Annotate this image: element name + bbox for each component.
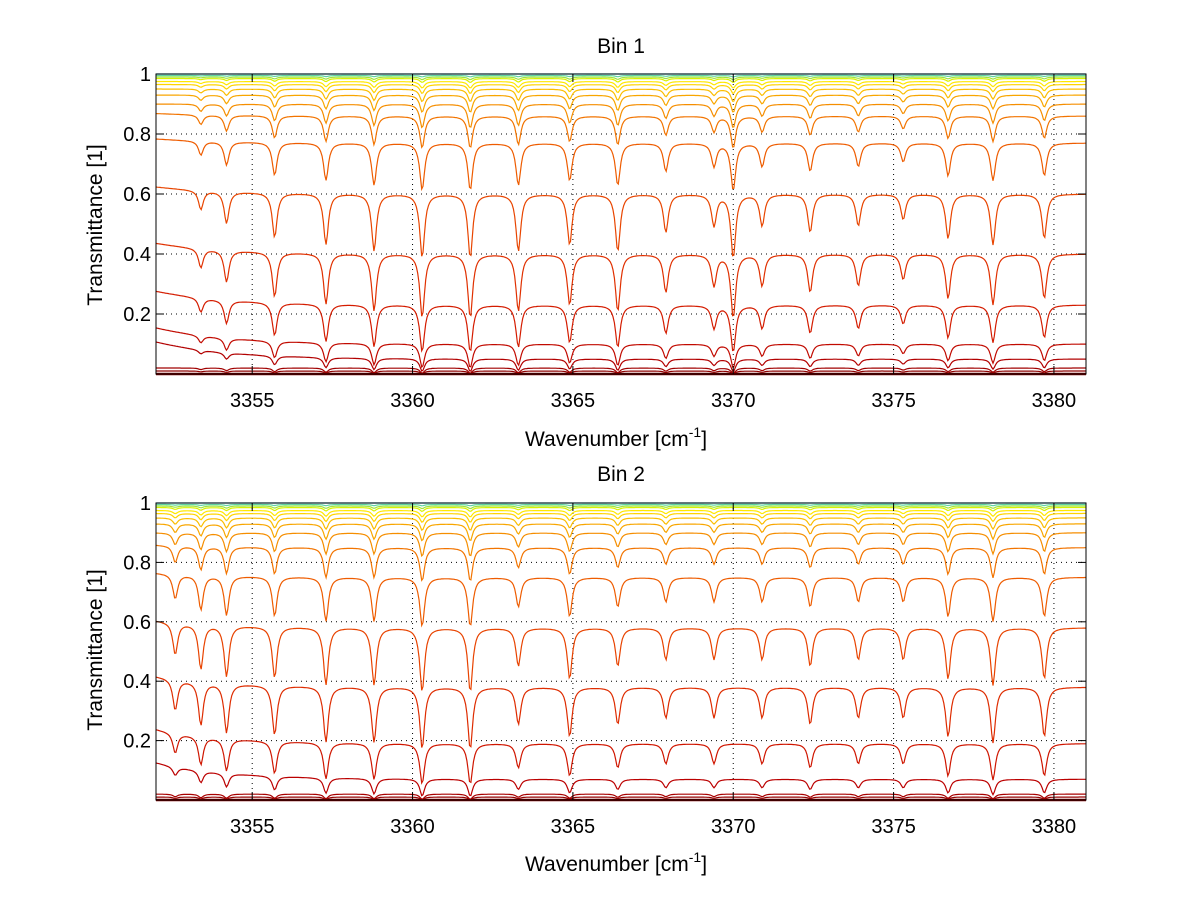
y-tick-label: 0.2 bbox=[123, 304, 151, 326]
x-tick-group: 3355 3360 3365 3370 3375 3380 bbox=[230, 503, 1076, 838]
spectrum-series-line bbox=[156, 80, 1086, 89]
spectrum-series-line bbox=[155, 186, 1086, 257]
spectrum-series-line bbox=[156, 503, 1086, 507]
y-axis-label: Transmittance [1] bbox=[84, 569, 107, 730]
x-axis-label: Wavenumber [cm-1] bbox=[525, 849, 707, 876]
spectrum-series-line bbox=[156, 505, 1086, 510]
axes-box bbox=[155, 502, 1087, 801]
x-tick-label: 3370 bbox=[711, 390, 756, 412]
x-tick-label: 3355 bbox=[230, 390, 275, 412]
y-tick-label: 0.6 bbox=[123, 612, 151, 634]
spectrum-series-line bbox=[156, 94, 1086, 113]
spectrum-series-line bbox=[156, 509, 1086, 518]
y-tick-label: 0.8 bbox=[123, 124, 151, 146]
spectrum-series-line bbox=[155, 793, 1086, 800]
spectrum-series-line bbox=[156, 367, 1086, 374]
y-axis-label: Transmittance [1] bbox=[84, 144, 107, 305]
spectrum-series-line bbox=[156, 523, 1086, 542]
x-tick-label: 3370 bbox=[711, 816, 756, 838]
spectrum-series-line bbox=[156, 113, 1086, 149]
x-tick-label: 3355 bbox=[230, 816, 275, 838]
x-tick-label: 3360 bbox=[390, 816, 435, 838]
y-tick-label: 0.6 bbox=[123, 184, 151, 206]
x-tick-label: 3380 bbox=[1032, 390, 1077, 412]
chart-title: Bin 2 bbox=[597, 463, 645, 486]
y-tick-label: 0.2 bbox=[123, 731, 151, 753]
grid-lines bbox=[156, 74, 1086, 374]
x-tick-label: 3380 bbox=[1032, 816, 1077, 838]
y-tick-label: 1 bbox=[140, 493, 151, 515]
x-tick-label: 3365 bbox=[551, 816, 596, 838]
spectrum-series-line bbox=[155, 512, 1086, 523]
axes-box bbox=[155, 73, 1087, 375]
y-tick-label: 0.4 bbox=[123, 671, 151, 693]
spectrum-series-line bbox=[156, 83, 1086, 95]
spectrum-series-line bbox=[156, 370, 1086, 375]
spectrum-series-line bbox=[155, 620, 1086, 691]
spectrum-series-line bbox=[155, 544, 1086, 582]
spectrum-series-line bbox=[156, 506, 1086, 512]
x-tick-label: 3365 bbox=[551, 390, 596, 412]
y-tick-group: 0.2 0.4 0.6 0.8 1 bbox=[123, 493, 1086, 753]
spectrum-series-line bbox=[155, 138, 1086, 192]
spectrum-series-line bbox=[156, 76, 1086, 81]
spectrum-series-line bbox=[155, 327, 1086, 369]
grid-lines bbox=[156, 503, 1086, 800]
spectrum-series-line bbox=[156, 74, 1086, 78]
spectrum-series-line bbox=[155, 341, 1086, 372]
spectrum-series-line bbox=[156, 532, 1086, 558]
y-tick-label: 1 bbox=[140, 64, 151, 86]
x-tick-label: 3360 bbox=[390, 390, 435, 412]
x-tick-label: 3375 bbox=[871, 390, 916, 412]
spectrum-series-line bbox=[156, 517, 1086, 531]
spectrum-series-line bbox=[156, 103, 1086, 129]
panel-bin-2: 3355 3360 3365 3370 3375 3380 0.2 0.4 0.6 0.8 1 B… bbox=[84, 463, 1087, 876]
x-axis-label: Wavenumber [cm-1] bbox=[525, 424, 707, 451]
spectrum-series-line bbox=[156, 88, 1086, 103]
y-tick-label: 0.8 bbox=[123, 552, 151, 574]
spectrum-series-line bbox=[155, 729, 1086, 785]
panel-bin-1: 3355 3360 3365 3370 3375 3380 0.2 0.4 0.6 0.8 1 B… bbox=[84, 35, 1087, 451]
spectrum-series-line bbox=[155, 676, 1086, 748]
chart-title: Bin 1 bbox=[597, 35, 645, 58]
spectrum-series-line bbox=[155, 290, 1086, 353]
spectrum-series-line bbox=[155, 242, 1086, 317]
spectrum-series-line bbox=[155, 573, 1086, 628]
y-tick-group: 0.2 0.4 0.6 0.8 1 bbox=[123, 64, 1086, 326]
spectrum-series-line bbox=[156, 77, 1086, 83]
y-tick-label: 0.4 bbox=[123, 244, 151, 266]
x-tick-label: 3375 bbox=[871, 816, 916, 838]
spectrum-series-line bbox=[155, 762, 1086, 797]
spectrum-series-line bbox=[156, 796, 1086, 801]
x-tick-group: 3355 3360 3365 3370 3375 3380 bbox=[230, 74, 1076, 412]
